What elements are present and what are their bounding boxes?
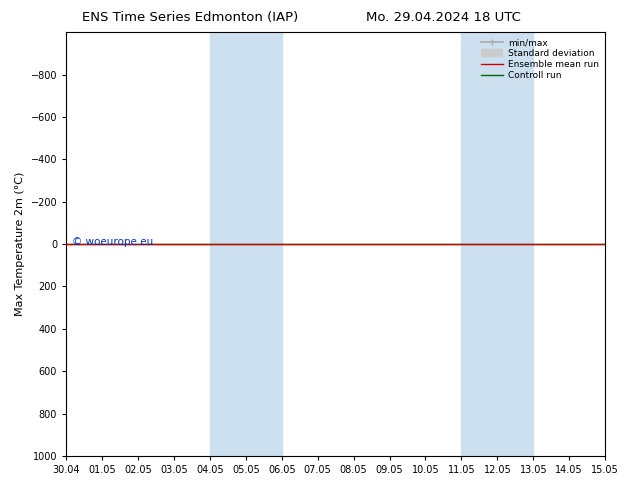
Text: © woeurope.eu: © woeurope.eu xyxy=(72,237,153,247)
Legend: min/max, Standard deviation, Ensemble mean run, Controll run: min/max, Standard deviation, Ensemble me… xyxy=(479,37,600,82)
Text: Mo. 29.04.2024 18 UTC: Mo. 29.04.2024 18 UTC xyxy=(366,11,521,24)
Bar xyxy=(462,32,497,456)
Bar xyxy=(210,32,246,456)
Bar xyxy=(497,32,533,456)
Y-axis label: Max Temperature 2m (°C): Max Temperature 2m (°C) xyxy=(15,172,25,316)
Text: ENS Time Series Edmonton (IAP): ENS Time Series Edmonton (IAP) xyxy=(82,11,299,24)
Bar xyxy=(246,32,281,456)
